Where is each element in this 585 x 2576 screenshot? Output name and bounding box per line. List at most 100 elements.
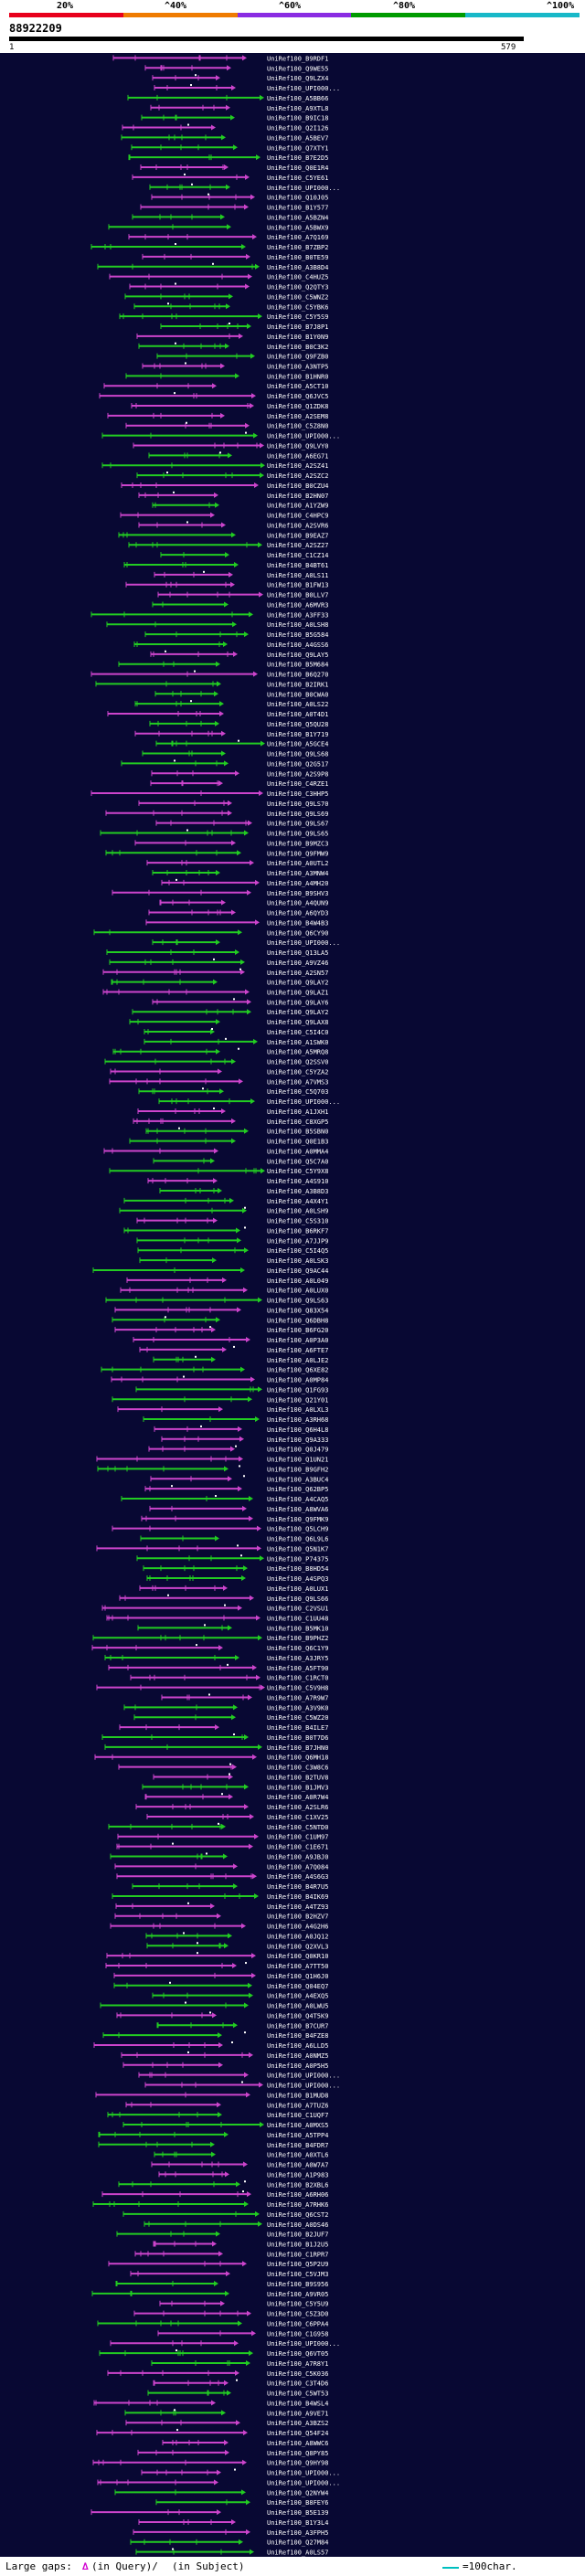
hit-label: UniRef100_C5S310 bbox=[267, 1218, 328, 1225]
hit-end-arrow bbox=[218, 2032, 222, 2039]
hit-end-arrow bbox=[225, 2290, 229, 2296]
hit-end-arrow bbox=[253, 432, 258, 439]
hit-label: UniRef100_A0L049 bbox=[267, 1277, 328, 1285]
hit-label: UniRef100_B0TE59 bbox=[267, 254, 328, 261]
hit-label: UniRef100_A6FTE7 bbox=[267, 1347, 328, 1354]
hit-dot bbox=[207, 193, 209, 196]
hit-label: UniRef100_UPI000... bbox=[267, 2340, 340, 2348]
hit-end-arrow bbox=[231, 1138, 236, 1144]
hit-end-arrow bbox=[238, 1426, 242, 1432]
hit-label: UniRef100_Q2NYW4 bbox=[267, 2489, 328, 2496]
hit-end-arrow bbox=[255, 1416, 260, 1423]
hit-dot bbox=[185, 2001, 186, 2004]
hit-dot bbox=[202, 1087, 204, 1090]
hit-end-arrow bbox=[260, 472, 264, 479]
hit-label: UniRef100_A2SEM8 bbox=[267, 413, 328, 420]
hit-label: UniRef100_B2HN07 bbox=[267, 493, 328, 500]
hit-end-arrow bbox=[261, 1168, 265, 1174]
hit-label: UniRef100_P74375 bbox=[267, 1555, 328, 1563]
hit-label: UniRef100_C1CZ14 bbox=[267, 552, 328, 559]
hit-label: UniRef100_Q1H6J0 bbox=[267, 1973, 328, 1980]
hit-dot bbox=[234, 2468, 236, 2471]
hit-label: UniRef100_B1Y0N9 bbox=[267, 334, 328, 341]
hit-label: UniRef100_B9IC18 bbox=[267, 115, 328, 122]
hit-label: UniRef100_A0XTL6 bbox=[267, 2152, 328, 2159]
hit-end-arrow bbox=[235, 770, 239, 777]
hit-label: UniRef100_Q83X54 bbox=[267, 1307, 328, 1314]
hit-end-arrow bbox=[257, 1525, 261, 1532]
hit-label: UniRef100_B4W4B3 bbox=[267, 919, 328, 927]
hit-dot bbox=[167, 1594, 169, 1596]
hit-label: UniRef100_C2VSU1 bbox=[267, 1606, 328, 1613]
hit-label: UniRef100_A9VZ46 bbox=[267, 959, 328, 967]
hit-end-arrow bbox=[234, 2340, 239, 2347]
hit-label: UniRef100_A9JBJ0 bbox=[267, 1853, 328, 1860]
hit-label: UniRef100_Q9FMK9 bbox=[267, 1516, 328, 1523]
hit-label: UniRef100_B7E2D5 bbox=[267, 154, 328, 162]
hit-label: UniRef100_A0LXL3 bbox=[267, 1406, 328, 1414]
hit-label: UniRef100_A2SLR6 bbox=[267, 1804, 328, 1811]
hit-end-arrow bbox=[214, 2479, 218, 2486]
hit-end-arrow bbox=[231, 1118, 236, 1124]
hit-label: UniRef100_Q8PY85 bbox=[267, 2450, 328, 2457]
hit-end-arrow bbox=[233, 2022, 238, 2029]
hit-end-arrow bbox=[255, 879, 260, 885]
hit-label: UniRef100_C5YBK6 bbox=[267, 303, 328, 311]
hit-end-arrow bbox=[225, 552, 229, 558]
hit-label: UniRef100_A3FPH5 bbox=[267, 2529, 328, 2537]
hit-label: UniRef100_Q9LAY2 bbox=[267, 1009, 328, 1016]
hit-end-arrow bbox=[229, 1794, 233, 1800]
hit-label: UniRef100_Q6DBH8 bbox=[267, 1317, 328, 1324]
hit-end-arrow bbox=[227, 65, 231, 71]
hit-dot bbox=[175, 243, 176, 246]
hit-end-arrow bbox=[251, 393, 256, 399]
hit-end-arrow bbox=[221, 899, 226, 906]
hit-end-arrow bbox=[224, 1466, 229, 1472]
hit-end-arrow bbox=[221, 750, 226, 757]
hit-end-arrow bbox=[244, 2072, 249, 2078]
hit-dot bbox=[171, 1485, 173, 1488]
hit-label: UniRef100_UPI000... bbox=[267, 2479, 340, 2486]
hit-label: UniRef100_B0T7D6 bbox=[267, 1734, 328, 1742]
hit-label: UniRef100_A2S9P8 bbox=[267, 770, 328, 778]
hit-label: UniRef100_Q0KR10 bbox=[267, 1953, 328, 1960]
hit-end-arrow bbox=[244, 631, 249, 638]
hit-label: UniRef100_Q9AC44 bbox=[267, 1267, 328, 1275]
hit-label: UniRef100_A4QUN9 bbox=[267, 900, 328, 907]
hit-end-arrow bbox=[223, 1585, 228, 1591]
hit-end-arrow bbox=[234, 561, 239, 567]
hit-label: UniRef100_A0NMZ5 bbox=[267, 2052, 328, 2060]
hit-dot bbox=[187, 1902, 189, 1904]
hit-end-arrow bbox=[225, 343, 229, 349]
hit-end-arrow bbox=[252, 1754, 257, 1760]
hit-end-arrow bbox=[261, 740, 265, 747]
hit-dot bbox=[195, 1355, 197, 1358]
hit-label: UniRef100_A7Q169 bbox=[267, 234, 328, 241]
hit-end-arrow bbox=[241, 1923, 246, 1929]
hit-dot bbox=[233, 1345, 235, 1348]
hit-end-arrow bbox=[228, 800, 232, 806]
hit-label: UniRef100_Q9LZX4 bbox=[267, 75, 328, 82]
hit-label: UniRef100_C5VJM3 bbox=[267, 2271, 328, 2278]
hit-dot bbox=[184, 173, 186, 175]
hit-end-arrow bbox=[229, 1197, 234, 1203]
hit-end-arrow bbox=[250, 402, 254, 408]
hit-label: UniRef100_C1UM97 bbox=[267, 1834, 328, 1841]
hit-label: UniRef100_Q54F24 bbox=[267, 2430, 328, 2437]
in-subject-label: (in Subject) bbox=[172, 2560, 245, 2572]
hit-end-arrow bbox=[224, 2439, 229, 2445]
hit-end-arrow bbox=[221, 522, 226, 528]
hit-label: UniRef100_C1G958 bbox=[267, 2330, 328, 2337]
hit-dot bbox=[241, 2081, 243, 2083]
hit-end-arrow bbox=[231, 532, 236, 538]
hit-end-arrow bbox=[247, 323, 251, 330]
hit-end-arrow bbox=[211, 2151, 216, 2157]
hit-end-arrow bbox=[224, 2380, 229, 2386]
hit-end-arrow bbox=[235, 373, 239, 379]
query-end-label: 579 bbox=[501, 43, 516, 52]
hit-label: UniRef100_Q6H4L8 bbox=[267, 1426, 328, 1434]
hit-label: UniRef100_A3V9K0 bbox=[267, 1704, 328, 1712]
hit-dot bbox=[244, 1206, 246, 1209]
hit-label: UniRef100_B7J8P1 bbox=[267, 323, 328, 331]
hit-end-arrow bbox=[250, 1376, 255, 1383]
